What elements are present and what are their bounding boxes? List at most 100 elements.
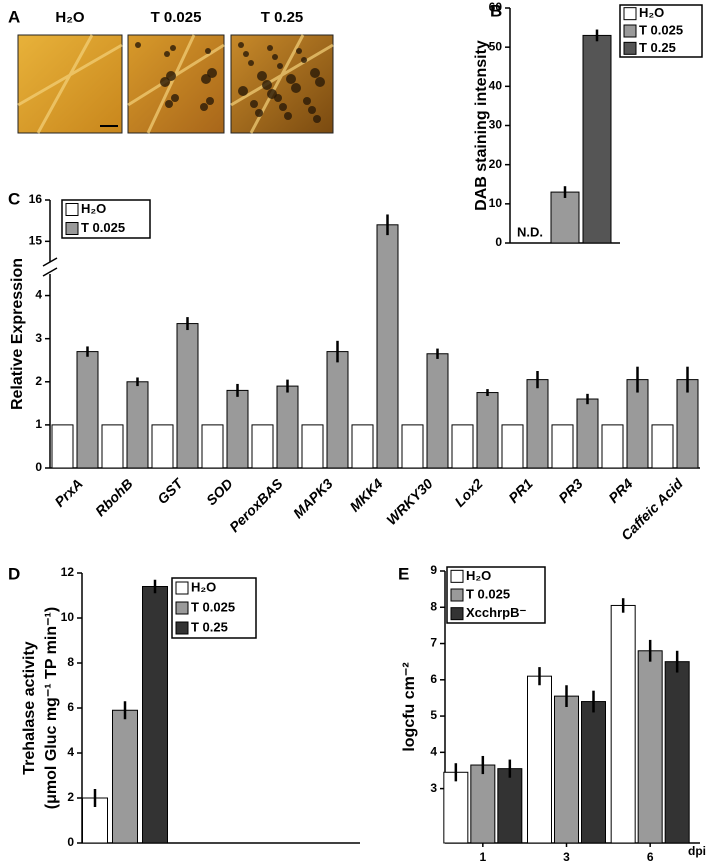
lesion (310, 68, 320, 78)
y-tick-label: 10 (61, 610, 75, 624)
lesion (308, 106, 316, 114)
lesion (248, 60, 254, 66)
bar (526, 379, 549, 469)
bar (576, 398, 599, 469)
legend-label: H₂O (466, 568, 491, 583)
y-tick-label: 50 (489, 39, 503, 53)
y-tick-label: 30 (489, 118, 503, 132)
lesion (135, 42, 141, 48)
lesion (201, 74, 211, 84)
lesion (296, 48, 302, 54)
lesion (255, 109, 263, 117)
lesion (301, 57, 307, 63)
legend-swatch (623, 41, 637, 55)
lesion (286, 74, 296, 84)
axis-break (42, 257, 58, 277)
y-tick-label: 9 (430, 563, 437, 577)
x-tick-label: 1 (479, 850, 486, 863)
bar (664, 661, 690, 844)
lesion (257, 71, 267, 81)
y-tick-label: 60 (489, 0, 503, 14)
panel-label: D (8, 564, 20, 583)
x-tick-label: WRKY30 (383, 475, 436, 528)
bar (651, 424, 674, 469)
bar (581, 701, 606, 844)
bar (101, 424, 124, 469)
bar (51, 424, 74, 469)
y-tick-label: 4 (67, 745, 74, 759)
lesion (164, 51, 170, 57)
bar (201, 424, 224, 469)
bar (501, 424, 524, 469)
bar (276, 385, 299, 469)
y-tick-label: 1 (35, 417, 42, 431)
legend-label: H₂O (81, 201, 106, 216)
legend-label: H₂O (639, 5, 664, 20)
legend-label: T 0.025 (191, 599, 235, 614)
bar (112, 709, 138, 844)
legend-label: T 0.025 (81, 220, 125, 235)
legend-label: XcchrpB⁻ (466, 605, 526, 620)
y-tick-label: 16 (29, 192, 43, 206)
x-tick-label: MAPK3 (290, 475, 336, 521)
y-tick-label: 5 (430, 708, 437, 722)
panel-label: C (8, 189, 20, 208)
leaf-image (17, 34, 123, 134)
lesion (243, 51, 249, 57)
x-tick-label: Lox2 (451, 475, 486, 510)
bar (601, 424, 624, 469)
y-axis-label: DAB staining intensity (473, 40, 490, 211)
legend-label: T 0.025 (639, 22, 683, 37)
bar (226, 389, 249, 469)
lesion (272, 54, 278, 60)
lesion (267, 45, 273, 51)
legend-label: H₂O (191, 579, 216, 594)
image-label: T 0.025 (151, 9, 202, 26)
legend-swatch (450, 607, 464, 621)
lesion (160, 77, 170, 87)
y-tick-label: 4 (35, 288, 42, 302)
bar (626, 379, 649, 469)
bar (376, 224, 399, 469)
lesion (313, 115, 321, 123)
lesion (303, 97, 311, 105)
legend-swatch (175, 601, 189, 615)
lesion (250, 100, 258, 108)
legend-swatch (65, 203, 79, 216)
lesion (171, 94, 179, 102)
lesion (238, 42, 244, 48)
x-tick-label: MKK4 (346, 475, 386, 515)
image-label: H₂O (55, 9, 84, 26)
x-tick-label: 6 (647, 850, 654, 863)
y-axis-label: logcfu cm⁻² (401, 662, 418, 751)
legend-swatch (623, 24, 637, 38)
x-tick-label: 3 (563, 850, 570, 863)
legend-swatch (450, 588, 464, 602)
lesion (206, 97, 214, 105)
lesion (165, 100, 173, 108)
leaf-vein (127, 34, 225, 134)
bar (76, 351, 99, 469)
x-tick-label: PR3 (555, 475, 586, 506)
bar (126, 381, 149, 469)
panel-label: A (8, 7, 20, 26)
bar (142, 586, 168, 844)
y-tick-label: 20 (489, 157, 503, 171)
x-tick-label: PR1 (505, 475, 536, 506)
bar (301, 424, 324, 469)
bar (476, 392, 499, 469)
bar (551, 424, 574, 469)
y-axis-label: Relative Expression (9, 258, 26, 410)
lesion (284, 112, 292, 120)
y-tick-label: 10 (489, 196, 503, 210)
bar (176, 323, 199, 469)
y-tick-label: 40 (489, 79, 503, 93)
lesion (205, 48, 211, 54)
annotation: N.D. (517, 224, 543, 239)
x-tick-label: GST (154, 474, 187, 507)
bar (251, 424, 274, 469)
leaf-vein (17, 34, 123, 134)
panel-label: B (490, 1, 502, 20)
bar (443, 771, 469, 844)
